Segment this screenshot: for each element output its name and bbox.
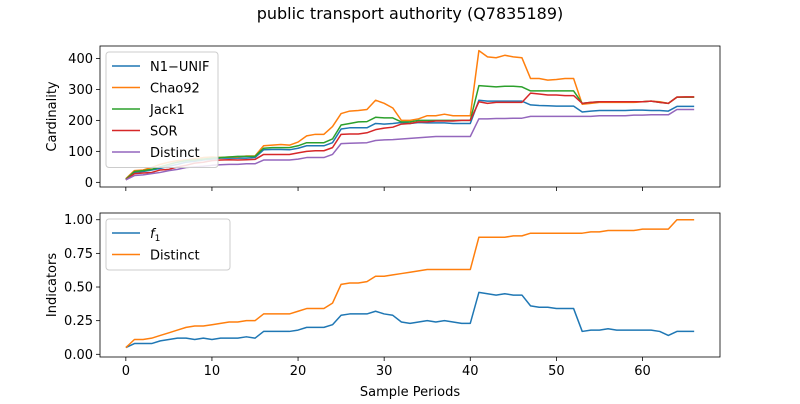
y-axis-label: Cardinality <box>45 81 60 152</box>
y-tick-label: 400 <box>68 52 93 67</box>
x-tick-label: 40 <box>462 364 479 379</box>
legend-label: N1−UNIF <box>150 60 209 75</box>
plot-lines <box>125 218 695 349</box>
x-tick-label: 20 <box>290 364 307 379</box>
y-tick-label: 0.00 <box>64 348 93 363</box>
axes-frame <box>99 212 721 358</box>
x-tick-label: 10 <box>204 364 221 379</box>
chart-panel-2: 0 10 20 30 40 50 60 0.00 0.25 0.50 0.75 1.00 Indicat… <box>45 212 721 400</box>
y-tick-label: 1.00 <box>64 213 93 228</box>
series-line-1-4 <box>125 92 695 181</box>
chart-panel-1: 0 100 200 300 400 Cardinality N1−UNIF Chao92 Jac… <box>45 45 721 191</box>
legend-label: SOR <box>150 125 178 140</box>
series-line-2-1 <box>125 291 695 349</box>
y-tick-label: 0.75 <box>64 247 93 262</box>
legend-label: Chao92 <box>150 82 200 97</box>
y-axis-label: Indicators <box>45 253 60 317</box>
legend-label: Jack1 <box>149 103 185 118</box>
y-tick-label: 0.25 <box>64 314 93 329</box>
chart-title: public transport authority (Q7835189) <box>257 4 564 23</box>
legend-label: Distinct <box>150 146 200 161</box>
x-axis-label: Sample Periods <box>360 385 460 400</box>
plot-lines <box>125 49 695 181</box>
series-line-2-2 <box>125 218 695 349</box>
legend-label: f1 <box>150 227 160 244</box>
legend-box <box>105 51 219 168</box>
x-tick-label: 50 <box>548 364 565 379</box>
legend-box <box>105 218 231 271</box>
x-tick-label: 60 <box>634 364 651 379</box>
axes-frame <box>99 45 721 188</box>
y-tick-label: 0 <box>85 176 93 191</box>
y-tick-label: 0.50 <box>64 281 93 296</box>
y-tick-label: 100 <box>68 145 93 160</box>
x-tick-label: 0 <box>122 364 130 379</box>
x-tick-label: 30 <box>376 364 393 379</box>
y-tick-label: 300 <box>68 83 93 98</box>
legend-label: Distinct <box>150 249 200 264</box>
series-line-1-5 <box>125 108 695 181</box>
y-tick-label: 200 <box>68 114 93 129</box>
